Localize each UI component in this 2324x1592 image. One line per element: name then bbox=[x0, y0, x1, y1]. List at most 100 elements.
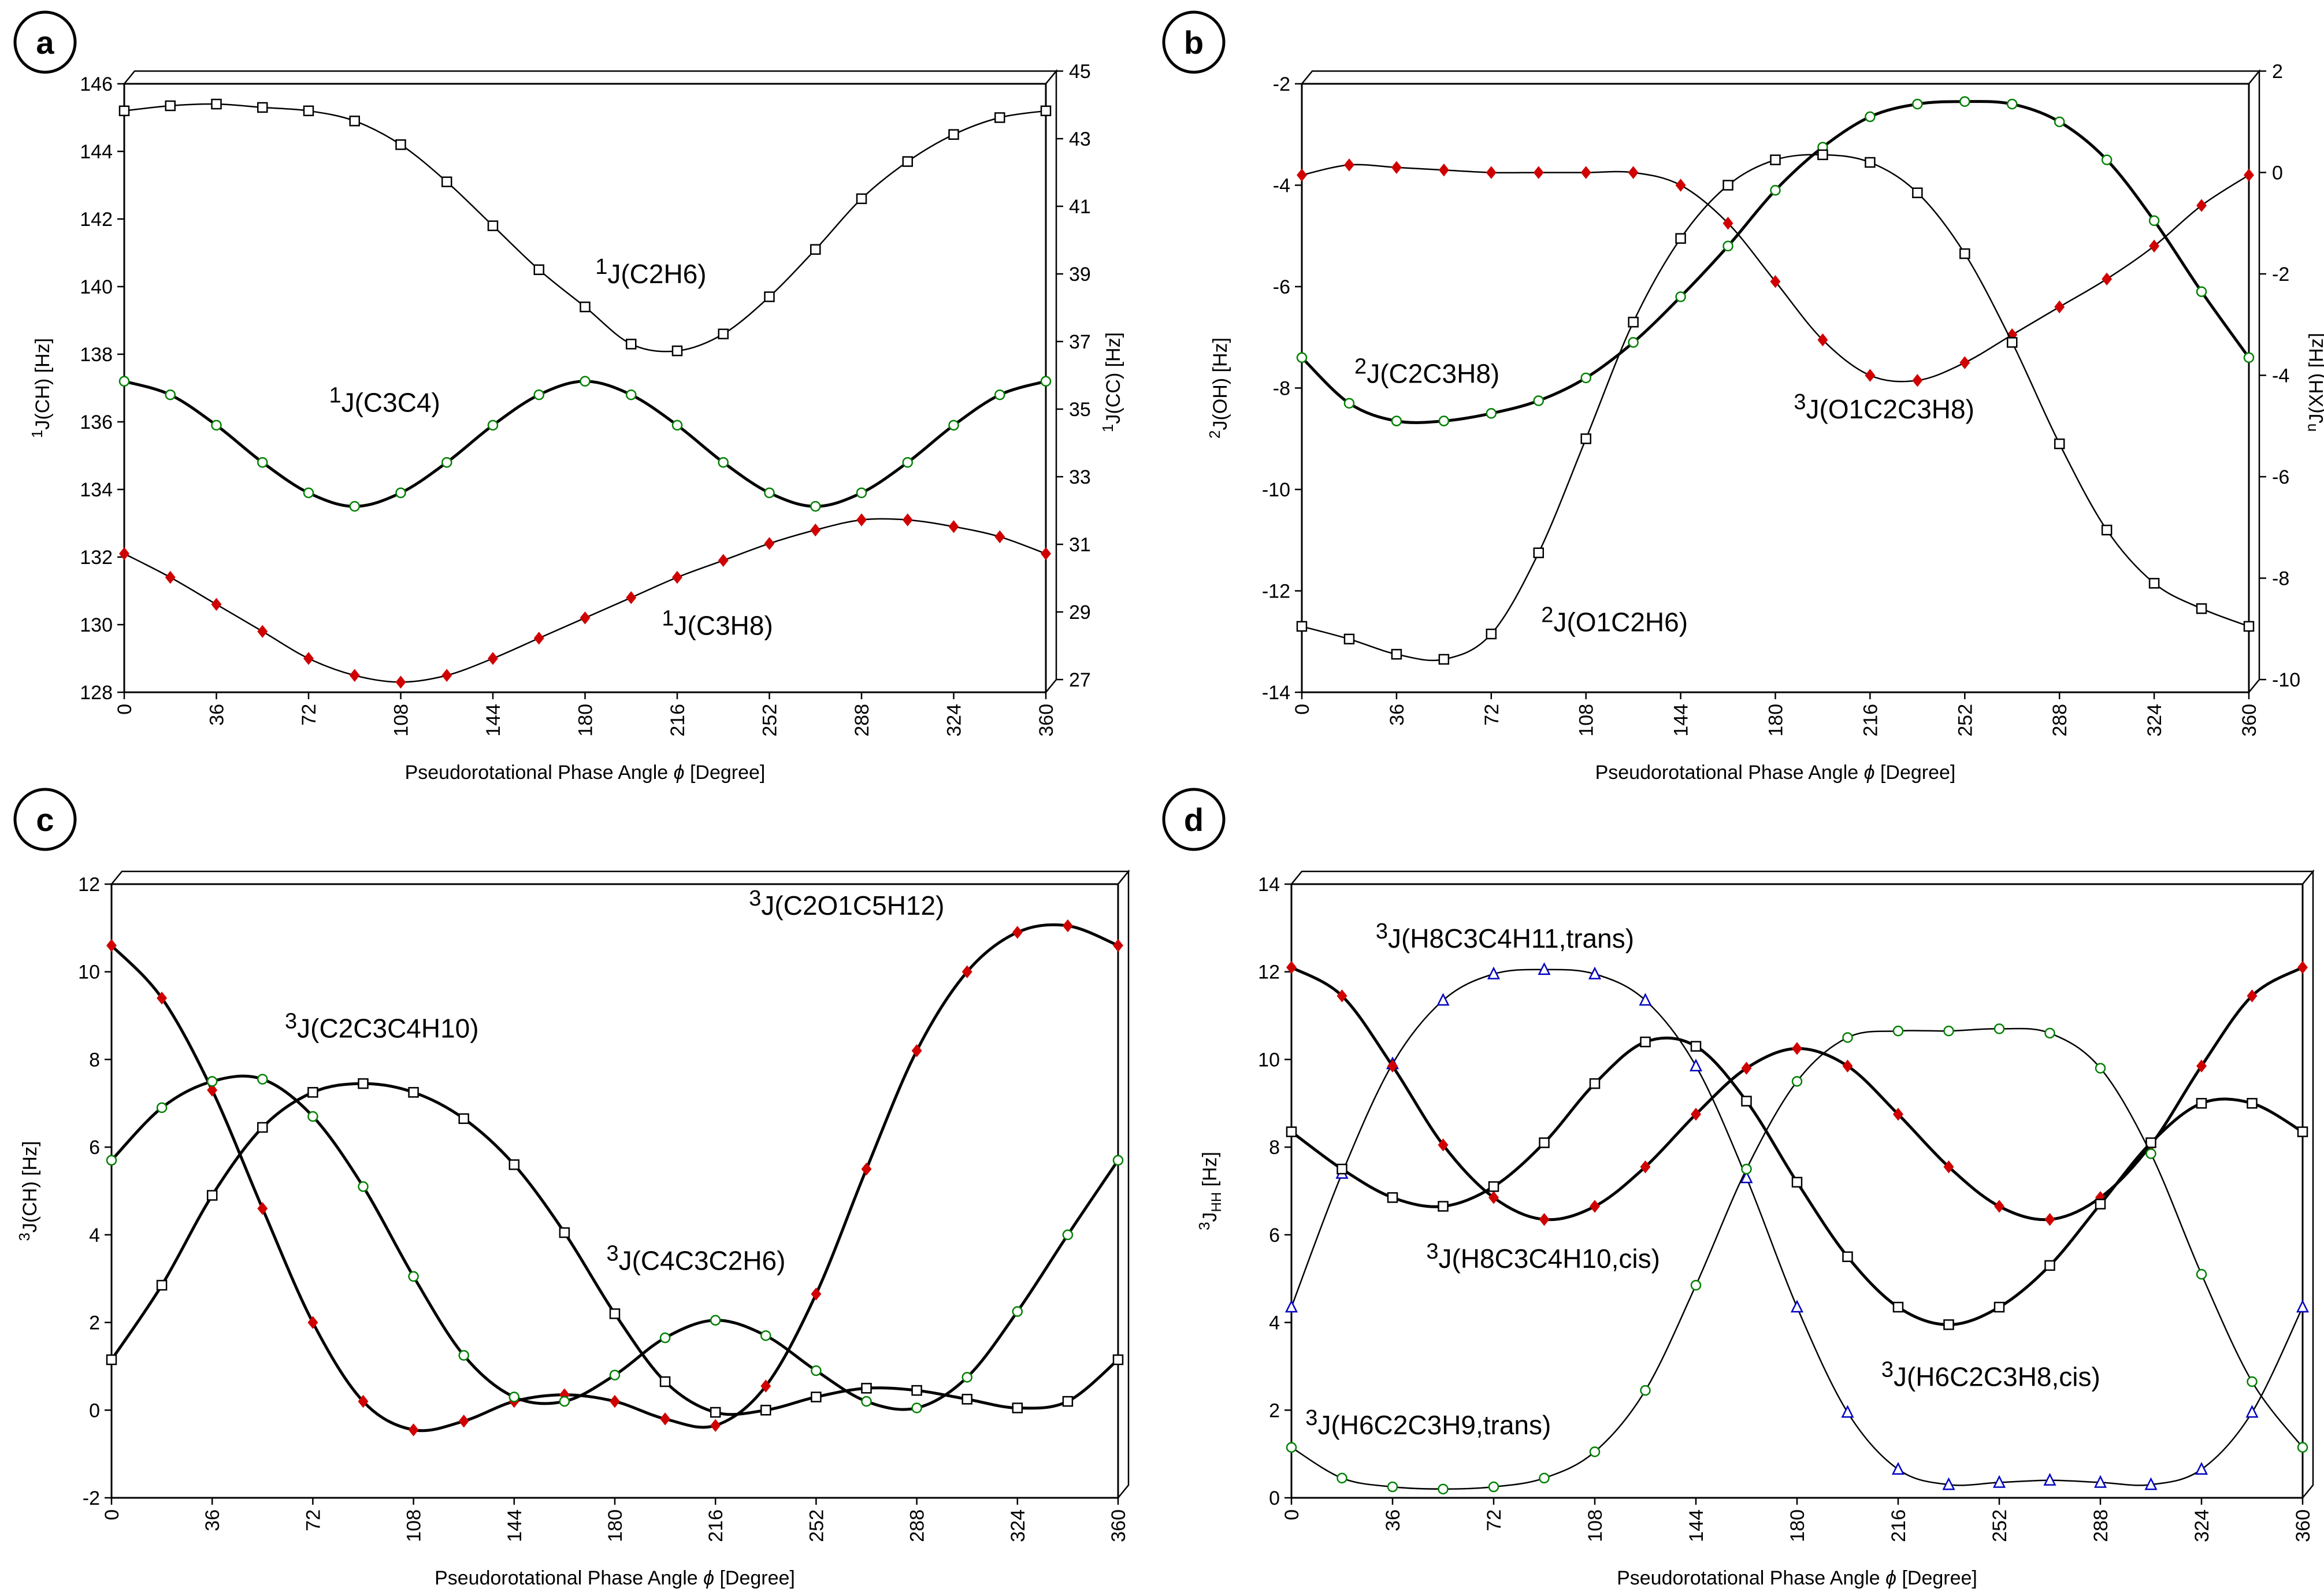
data-point bbox=[2007, 337, 2018, 348]
data-point bbox=[1112, 1354, 1124, 1365]
series-label: 1J(C3C4) bbox=[329, 383, 440, 417]
data-point bbox=[580, 611, 591, 625]
data-point bbox=[1284, 1300, 1298, 1313]
data-point bbox=[2243, 621, 2255, 632]
x-tick-label: 180 bbox=[1765, 704, 1787, 737]
data-point bbox=[994, 530, 1005, 544]
data-point bbox=[2247, 1376, 2258, 1387]
data-point bbox=[395, 487, 406, 499]
x-tick-label: 216 bbox=[705, 1509, 727, 1542]
data-point bbox=[1391, 415, 1402, 426]
data-point bbox=[395, 139, 406, 150]
data-point bbox=[157, 992, 168, 1005]
data-point bbox=[2044, 1260, 2055, 1271]
data-point bbox=[1012, 926, 1023, 939]
data-point bbox=[307, 1087, 318, 1098]
data-point bbox=[710, 1419, 721, 1433]
y-tick-label: 142 bbox=[80, 209, 113, 231]
data-point bbox=[1741, 1163, 1752, 1175]
data-point bbox=[1112, 1155, 1124, 1166]
data-point bbox=[760, 1405, 771, 1416]
y2-tick-label: 0 bbox=[2272, 162, 2283, 184]
data-point bbox=[257, 102, 268, 113]
data-point bbox=[2244, 168, 2254, 182]
data-point bbox=[718, 328, 729, 340]
data-point bbox=[861, 1383, 872, 1394]
data-point bbox=[1994, 1200, 2004, 1213]
data-point bbox=[856, 487, 867, 499]
data-point bbox=[760, 1330, 771, 1341]
data-point bbox=[1993, 1023, 2005, 1034]
x-tick-label: 288 bbox=[907, 1509, 929, 1542]
data-point bbox=[257, 625, 268, 638]
data-point bbox=[2054, 438, 2065, 450]
data-point bbox=[1040, 376, 1052, 387]
y2-tick-label: -10 bbox=[2272, 669, 2300, 691]
series-3J(H6C2C3H8,cis): 3J(H6C2C3H8,cis) bbox=[1286, 1036, 2308, 1392]
data-point bbox=[1488, 1481, 1499, 1493]
y-tick-label: 2 bbox=[89, 1312, 100, 1334]
data-point bbox=[211, 598, 222, 611]
data-point bbox=[2043, 1472, 2056, 1486]
x-tick-label: 0 bbox=[1291, 704, 1313, 715]
data-point bbox=[1817, 149, 1828, 161]
data-point bbox=[610, 1394, 620, 1408]
x-tick-label: 216 bbox=[1888, 1509, 1910, 1542]
data-point bbox=[1062, 1229, 1074, 1241]
data-point bbox=[2054, 116, 2065, 128]
data-point bbox=[671, 345, 683, 357]
x-tick-label: 360 bbox=[2292, 1509, 2314, 1542]
data-point bbox=[2095, 1063, 2106, 1074]
x-tick-label: 108 bbox=[1576, 704, 1598, 737]
data-point bbox=[257, 1074, 268, 1085]
y-tick-label: -8 bbox=[1273, 378, 1290, 400]
y-tick-label: 0 bbox=[89, 1400, 100, 1422]
data-point bbox=[626, 339, 637, 350]
panel-label: a bbox=[36, 24, 54, 61]
data-point bbox=[856, 193, 867, 205]
panel-label: d bbox=[1184, 801, 1204, 838]
x-tick-label: 360 bbox=[1035, 704, 1057, 737]
data-point bbox=[1892, 1301, 1904, 1313]
data-point bbox=[1040, 105, 1052, 117]
data-point bbox=[257, 1202, 268, 1215]
panel-label: c bbox=[36, 801, 54, 838]
y-tick-label: 146 bbox=[80, 73, 113, 95]
data-point bbox=[106, 938, 117, 952]
series-label: 2J(O1C2H6) bbox=[1541, 603, 1688, 637]
y-tick-label: 144 bbox=[80, 141, 113, 163]
data-point bbox=[307, 1316, 318, 1329]
x-axis-label: Pseudorotational Phase Angle ϕ [Degree] bbox=[435, 1567, 795, 1589]
data-point bbox=[1012, 1306, 1023, 1317]
data-point bbox=[1391, 161, 1402, 174]
data-point bbox=[1865, 111, 1876, 123]
data-point bbox=[961, 965, 972, 978]
y-tick-label: 4 bbox=[1269, 1312, 1280, 1334]
series-label: 3J(O1C2C3H8) bbox=[1794, 390, 1974, 424]
data-point bbox=[408, 1087, 419, 1098]
panel-c: 0 36 72 108 144 180 216 252 288 324 360-2024681012… bbox=[13, 788, 1130, 1589]
data-point bbox=[2101, 154, 2113, 165]
data-point bbox=[1770, 185, 1781, 196]
y2-tick-label: 45 bbox=[1069, 61, 1091, 83]
y-tick-label: 12 bbox=[1258, 962, 1280, 984]
y-axis-label: 1J(CH) [Hz] bbox=[28, 338, 54, 438]
data-point bbox=[1628, 317, 1639, 328]
panel-b: 0 36 72 108 144 180 216 252 288 324 360 -14 -12 -10 -8… bbox=[1162, 10, 2324, 784]
x-axis-label: Pseudorotational Phase Angle ϕ [Degree] bbox=[1595, 762, 1956, 784]
y-tick-label: -4 bbox=[1273, 175, 1290, 197]
series-label: 1J(C2H6) bbox=[595, 255, 706, 289]
data-point bbox=[1842, 1251, 1853, 1263]
data-point bbox=[1539, 1137, 1550, 1148]
series-1J(C2H6): 1J(C2H6) bbox=[118, 98, 1052, 357]
data-point bbox=[165, 389, 176, 400]
data-point bbox=[2296, 1300, 2310, 1313]
data-point bbox=[2044, 1213, 2055, 1226]
y-tick-label: 6 bbox=[89, 1137, 100, 1159]
x-tick-label: 324 bbox=[944, 704, 966, 737]
x-tick-label: 216 bbox=[1859, 704, 1881, 737]
data-point bbox=[760, 1379, 771, 1393]
plot-box-top bbox=[110, 870, 1130, 885]
data-point bbox=[1286, 960, 1297, 974]
panel-label: b bbox=[1184, 24, 1204, 61]
